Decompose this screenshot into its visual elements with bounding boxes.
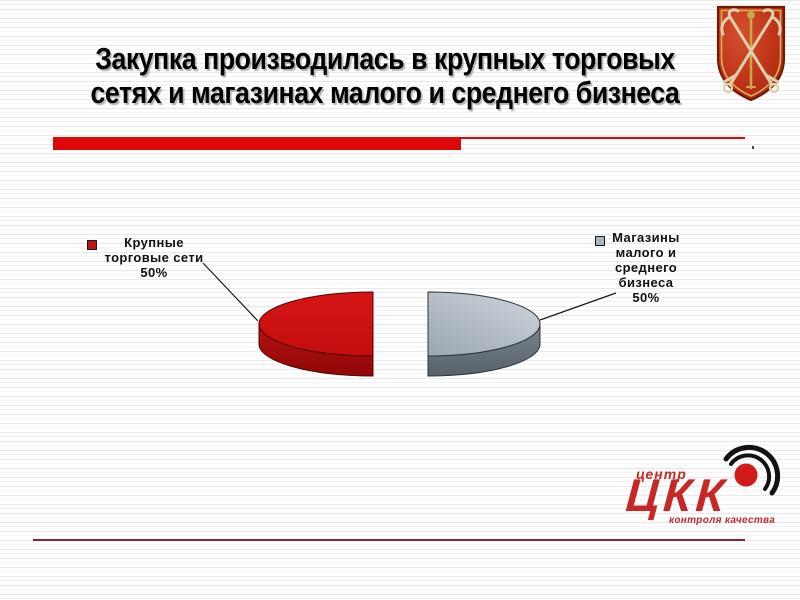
- callout-line-right: [539, 292, 617, 321]
- legend-marker-red: [87, 240, 97, 250]
- legend-label-right: Магазины малого и среднего бизнеса 50%: [601, 230, 691, 305]
- footer-rule: [33, 539, 745, 541]
- legend-right-line-2: малого и: [615, 245, 677, 260]
- signal-dot-arcs-icon: [723, 444, 781, 496]
- legend-left-line-2: торговые сети: [104, 250, 204, 265]
- page-title-line-1: Закупка производилась в крупных торговых: [95, 41, 675, 76]
- header-rule-end-dot: [752, 146, 754, 149]
- legend-right-percent: 50%: [632, 290, 660, 305]
- ckk-logo-word-top: центр: [636, 466, 687, 482]
- page-title: Закупка производилась в крупных торговых…: [63, 42, 708, 110]
- pie-slice-gray: [427, 291, 541, 357]
- ckk-logo-word-bottom: контроля качества: [669, 515, 776, 526]
- legend-marker-gray: [595, 236, 605, 246]
- ckk-logo: центр ЦКК контроля качества: [624, 438, 795, 543]
- legend-right-line-3: среднего: [614, 260, 678, 275]
- callout-line-left: [202, 262, 259, 322]
- page-title-line-2: сетях и магазинах малого и среднего бизн…: [90, 75, 680, 110]
- pie-slice-red: [258, 291, 374, 357]
- legend-left-line-1: Крупные: [124, 235, 184, 250]
- header-rule-thick: [53, 138, 461, 150]
- ckk-logo-word-main: ЦКК: [624, 469, 730, 521]
- legend-label-left: Крупные торговые сети 50%: [95, 235, 213, 280]
- legend-right-line-1: Магазины: [612, 230, 680, 245]
- legend-right-line-4: бизнеса: [618, 275, 674, 290]
- st-petersburg-coat-of-arms-icon: [716, 5, 786, 102]
- legend-left-percent: 50%: [140, 265, 168, 280]
